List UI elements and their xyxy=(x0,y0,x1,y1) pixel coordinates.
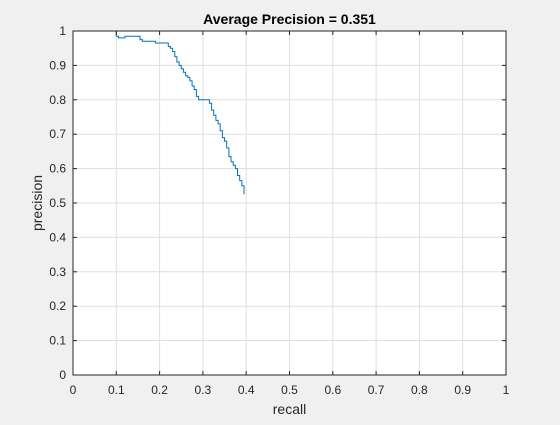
y-tick-label: 0.1 xyxy=(49,334,66,348)
x-tick-label: 0.6 xyxy=(324,383,341,397)
x-tick-label: 1 xyxy=(503,383,510,397)
y-tick-label: 0.7 xyxy=(49,127,66,141)
x-axis-label: recall xyxy=(273,401,306,417)
y-tick-label: 1 xyxy=(59,24,66,38)
y-tick-label: 0.5 xyxy=(49,196,66,210)
x-tick-label: 0.9 xyxy=(454,383,471,397)
y-tick-label: 0.2 xyxy=(49,299,66,313)
x-tick-label: 0.3 xyxy=(195,383,212,397)
chart-title: Average Precision = 0.351 xyxy=(203,11,376,27)
x-tick-label: 0.1 xyxy=(108,383,125,397)
y-tick-label: 0.8 xyxy=(49,93,66,107)
x-tick-label: 0.8 xyxy=(411,383,428,397)
y-tick-label: 0.6 xyxy=(49,162,66,176)
x-tick-label: 0 xyxy=(70,383,77,397)
tick-labels: 0 0.1 0.2 0.3 0.4 0.5 0.6 0.7 0.8 0.9 1 0 0.1 0.2 0.3 0… xyxy=(49,24,509,397)
x-tick-label: 0.2 xyxy=(151,383,168,397)
grid xyxy=(73,31,506,375)
y-tick-label: 0.9 xyxy=(49,58,66,72)
x-tick-label: 0.5 xyxy=(281,383,298,397)
y-tick-label: 0 xyxy=(59,368,66,382)
x-tick-label: 0.7 xyxy=(368,383,385,397)
y-tick-label: 0.3 xyxy=(49,265,66,279)
precision-recall-curve xyxy=(73,30,245,195)
ticks xyxy=(72,30,507,376)
x-tick-label: 0.4 xyxy=(238,383,255,397)
y-axis-label: precision xyxy=(29,175,45,231)
y-tick-label: 0.4 xyxy=(49,230,66,244)
